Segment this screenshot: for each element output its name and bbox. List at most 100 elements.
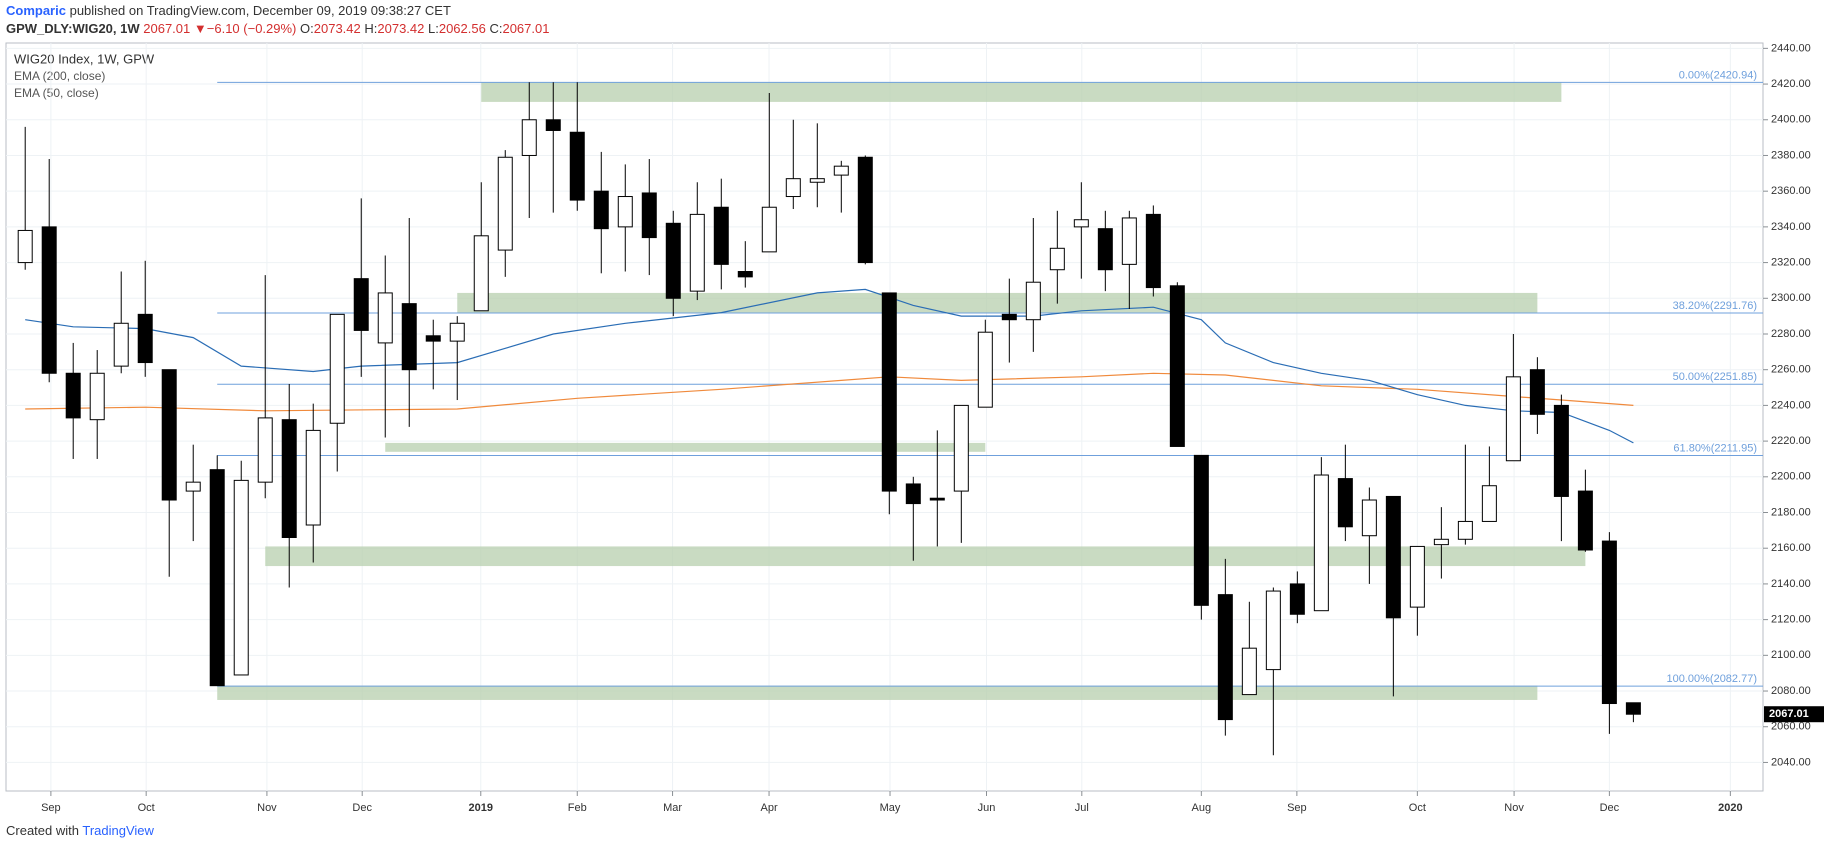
candle-body (809, 178, 825, 183)
x-tick-label: Jun (978, 802, 996, 814)
y-tick-label: 2220.00 (1771, 435, 1811, 447)
candle-body (305, 429, 321, 526)
candle-body (545, 119, 561, 131)
candle-body (1337, 478, 1353, 528)
legend-entry: EMA (200, close) (14, 69, 105, 83)
candle-body (425, 335, 441, 342)
candle-body (89, 372, 105, 421)
candle-body (1193, 454, 1209, 606)
fib-label: 61.80%(2211.95) (1673, 442, 1757, 454)
candle-body (953, 404, 969, 492)
candle-body (1169, 285, 1185, 447)
y-tick-label: 2400.00 (1771, 114, 1811, 126)
y-tick-label: 2380.00 (1771, 149, 1811, 161)
y-tick-label: 2100.00 (1771, 649, 1811, 661)
candle-body (161, 369, 177, 501)
x-tick-label: Nov (1504, 802, 1524, 814)
candle-body (833, 165, 849, 176)
symbol-line: GPW_DLY:WIG20, 1W 2067.01 ▼−6.10 (−0.29%… (6, 21, 549, 36)
candle-body (593, 190, 609, 230)
x-tick-label: Sep (1287, 802, 1307, 814)
x-tick-label: Apr (760, 802, 777, 814)
price-tag (1764, 706, 1824, 723)
candle-body (353, 278, 369, 331)
y-tick-label: 2420.00 (1771, 78, 1811, 90)
h-label: H: (364, 21, 377, 36)
x-tick-label: 2019 (469, 802, 493, 814)
y-tick-label: 2060.00 (1771, 721, 1811, 733)
candle-body (1025, 281, 1041, 321)
candle-body (1217, 594, 1233, 721)
candle-body (1073, 219, 1089, 228)
candle-body (1145, 213, 1161, 289)
y-tick-label: 2160.00 (1771, 542, 1811, 554)
candle-body (713, 206, 729, 265)
footer: Created with TradingView (6, 823, 155, 838)
candle-body (1601, 540, 1617, 705)
y-tick-label: 2360.00 (1771, 185, 1811, 197)
candle-body (1481, 485, 1497, 522)
footer-created: Created with (6, 823, 79, 838)
x-tick-label: Aug (1192, 802, 1212, 814)
y-tick-label: 2180.00 (1771, 506, 1811, 518)
x-tick-label: Oct (1409, 802, 1426, 814)
fib-label: 38.20%(2291.76) (1673, 300, 1757, 312)
candle-body (113, 322, 129, 367)
candle-body (1553, 404, 1569, 497)
candle-body (1289, 583, 1305, 615)
y-tick-label: 2040.00 (1771, 756, 1811, 768)
ema-line (25, 372, 1634, 412)
candle-body (977, 331, 993, 408)
candle-body (449, 322, 465, 342)
x-tick-label: Feb (568, 802, 587, 814)
fib-label: 50.00%(2251.85) (1673, 371, 1757, 383)
l-label: L: (428, 21, 439, 36)
footer-brand[interactable]: TradingView (82, 823, 154, 838)
y-tick-label: 2240.00 (1771, 399, 1811, 411)
zone (265, 546, 1586, 567)
candle-body (1361, 499, 1377, 537)
candle-body (1121, 217, 1137, 265)
zone (385, 442, 986, 452)
x-tick-label: Dec (352, 802, 372, 814)
x-tick-label: Jul (1075, 802, 1089, 814)
x-tick-label: May (880, 802, 901, 814)
y-tick-label: 2140.00 (1771, 578, 1811, 590)
y-tick-label: 2300.00 (1771, 292, 1811, 304)
candle-body (641, 192, 657, 239)
fib-label: 100.00%(2082.77) (1666, 673, 1757, 685)
last: 2067.01 (143, 21, 190, 36)
o-label: O: (300, 21, 314, 36)
candle-body (905, 483, 921, 505)
x-tick-label: Sep (41, 802, 61, 814)
candle-body (1049, 247, 1065, 271)
legend-entry: EMA (50, close) (14, 86, 99, 100)
candle-body (785, 178, 801, 198)
o: 2073.42 (314, 21, 361, 36)
candle-body (401, 303, 417, 371)
zone (457, 292, 1538, 313)
h: 2073.42 (377, 21, 424, 36)
candle-body (521, 119, 537, 156)
candle-body (665, 222, 681, 299)
candle-body (209, 469, 225, 687)
publisher[interactable]: Comparic (6, 3, 66, 18)
y-tick-label: 2080.00 (1771, 685, 1811, 697)
y-tick-label: 2200.00 (1771, 471, 1811, 483)
c: 2067.01 (502, 21, 549, 36)
symbol: GPW_DLY:WIG20, 1W (6, 21, 140, 36)
candle-body (233, 479, 249, 676)
candle-body (1529, 369, 1545, 415)
candle-body (737, 271, 753, 278)
zone (217, 685, 1538, 700)
x-tick-label: 2020 (1718, 802, 1742, 814)
candle-body (1505, 376, 1521, 462)
candle-body (185, 481, 201, 492)
x-tick-label: Nov (257, 802, 277, 814)
candle-body (1001, 313, 1017, 321)
y-tick-label: 2440.00 (1771, 42, 1811, 54)
candle-body (1577, 490, 1593, 551)
candle-body (281, 419, 297, 539)
candle-body (1097, 228, 1113, 271)
